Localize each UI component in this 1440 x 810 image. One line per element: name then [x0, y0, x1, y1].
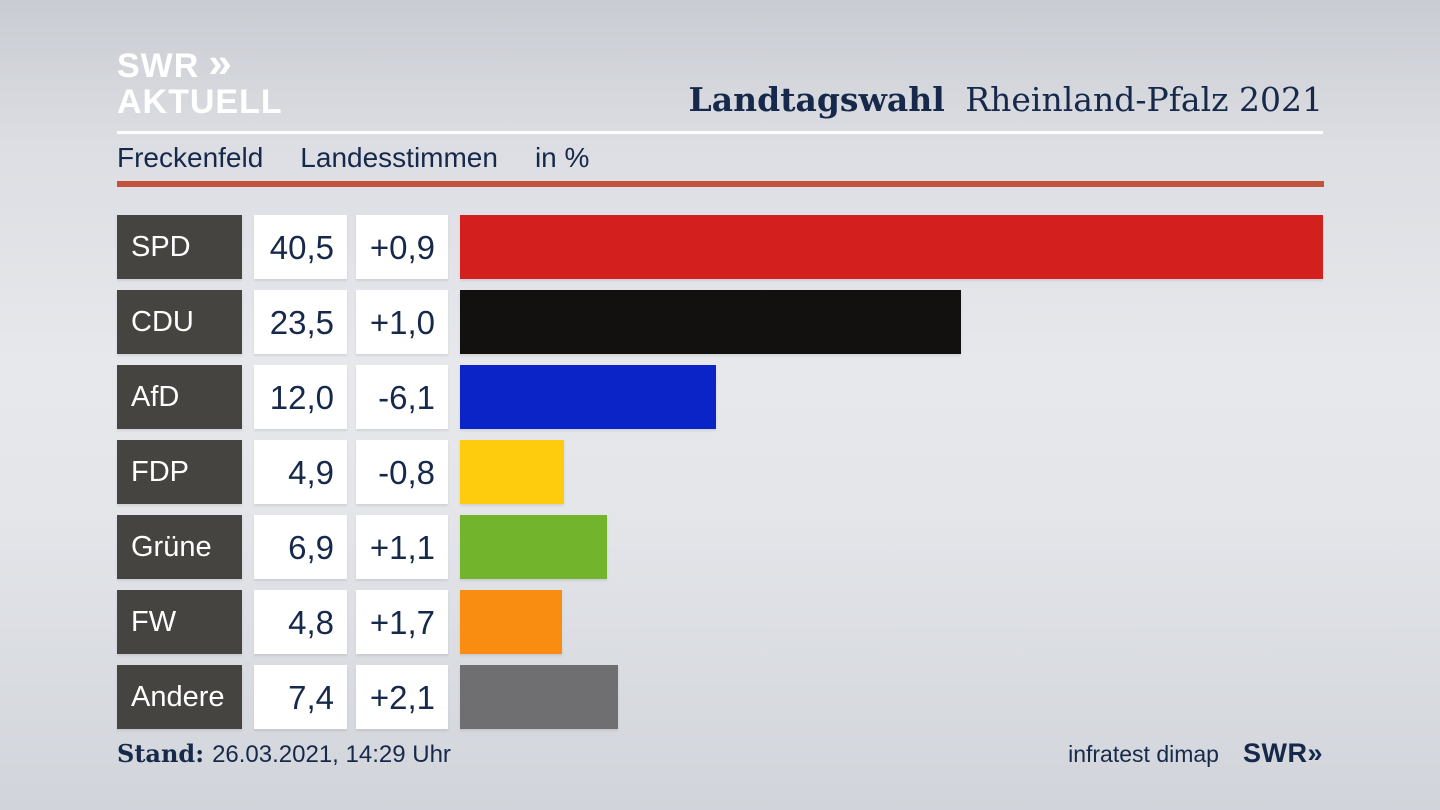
swr-aktuell-logo: SWR » AKTUELL [117, 39, 283, 121]
timestamp: Stand: 26.03.2021, 14:29 Uhr [117, 740, 451, 769]
value-box: 4,8 [254, 590, 347, 654]
value-box: 23,5 [254, 290, 347, 354]
party-label-box: CDU [117, 290, 242, 354]
chart-row: CDU 23,5 +1,0 [0, 290, 1440, 354]
logo-line-1: SWR » [117, 39, 283, 86]
swr-footer-logo: SWR» [1242, 738, 1323, 768]
diff-box: +1,1 [356, 515, 448, 579]
double-chevron-icon: » [208, 39, 233, 86]
attribution: infratest dimap SWR» [1068, 738, 1323, 769]
source-credit: infratest dimap [1068, 741, 1219, 767]
subtitle-rule [117, 181, 1324, 187]
title-bold: Landtagswahl [688, 80, 945, 119]
party-label-box: Andere [117, 665, 242, 729]
result-bar [460, 290, 961, 354]
chart-row: Andere 7,4 +2,1 [0, 665, 1440, 729]
chart-row: SPD 40,5 +0,9 [0, 215, 1440, 279]
result-bar [460, 665, 618, 729]
stand-value: 26.03.2021, 14:29 Uhr [212, 741, 451, 768]
diff-box: +2,1 [356, 665, 448, 729]
value-box: 4,9 [254, 440, 347, 504]
diff-box: -0,8 [356, 440, 448, 504]
title-rest: Rheinland-Pfalz 2021 [965, 80, 1323, 119]
subtitle-measure: Landesstimmen [300, 142, 498, 173]
value-box: 40,5 [254, 215, 347, 279]
subtitle-unit: in % [534, 142, 590, 173]
party-label-box: SPD [117, 215, 242, 279]
chart-row: AfD 12,0 -6,1 [0, 365, 1440, 429]
page-title: Landtagswahl Rheinland-Pfalz 2021 [689, 82, 1323, 118]
value-box: 6,9 [254, 515, 347, 579]
chart-row: Grüne 6,9 +1,1 [0, 515, 1440, 579]
value-box: 12,0 [254, 365, 347, 429]
chart-row: FDP 4,9 -0,8 [0, 440, 1440, 504]
party-label-box: FW [117, 590, 242, 654]
diff-box: -6,1 [356, 365, 448, 429]
result-bar [460, 515, 607, 579]
party-label-box: FDP [117, 440, 242, 504]
diff-box: +1,0 [356, 290, 448, 354]
result-bar [460, 590, 562, 654]
result-bar [460, 440, 564, 504]
chart-row: FW 4,8 +1,7 [0, 590, 1440, 654]
logo-line-2: AKTUELL [117, 83, 283, 121]
subtitle-region: Freckenfeld [117, 142, 264, 173]
party-label-box: Grüne [117, 515, 242, 579]
subtitle: Freckenfeld Landesstimmen in % [117, 142, 589, 174]
party-label-box: AfD [117, 365, 242, 429]
diff-box: +0,9 [356, 215, 448, 279]
result-bar [460, 215, 1323, 279]
chart-rows: SPD 40,5 +0,9 CDU 23,5 +1,0 AfD 12,0 -6,1 FDP 4,9-… [0, 215, 1440, 740]
diff-box: +1,7 [356, 590, 448, 654]
title-underline [117, 131, 1323, 134]
logo-swr-text: SWR [117, 47, 200, 85]
result-bar [460, 365, 716, 429]
stand-label: Stand: [117, 739, 205, 768]
double-chevron-icon: » [1307, 738, 1323, 768]
value-box: 7,4 [254, 665, 347, 729]
